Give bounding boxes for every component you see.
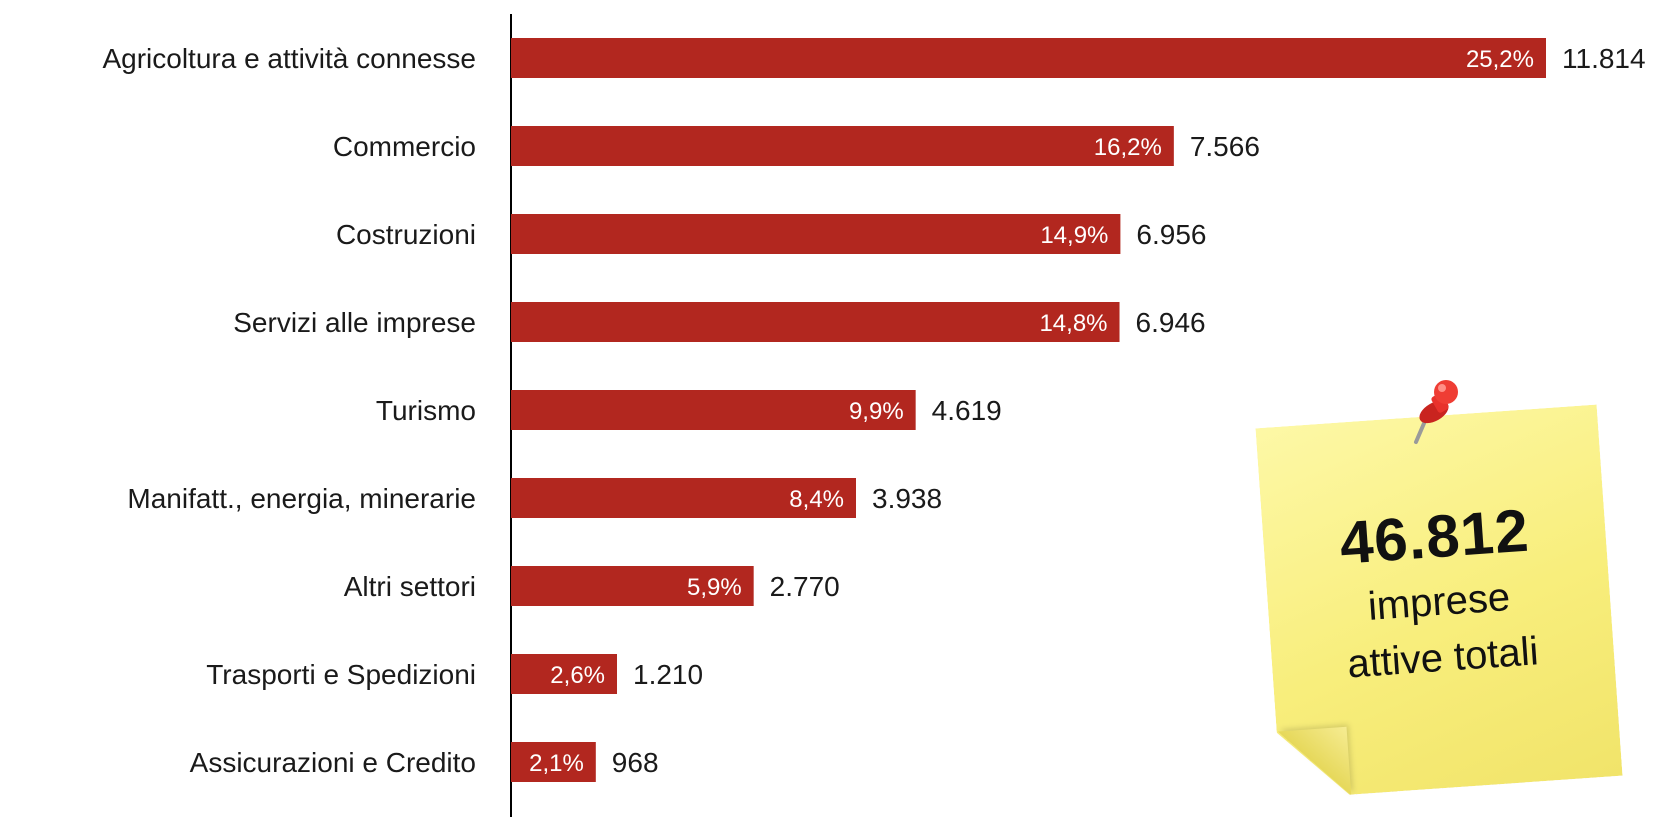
bar <box>511 38 1546 78</box>
bar <box>511 742 596 782</box>
value-label: 2.770 <box>770 571 840 602</box>
value-label: 4.619 <box>932 395 1002 426</box>
pushpin-icon <box>1414 380 1458 444</box>
value-label: 6.946 <box>1136 307 1206 338</box>
category-label: Commercio <box>333 131 476 162</box>
bar <box>511 126 1174 166</box>
value-label: 6.956 <box>1136 219 1206 250</box>
percent-label: 2,6% <box>550 662 605 689</box>
value-label: 1.210 <box>633 659 703 690</box>
percent-label: 9,9% <box>849 398 904 425</box>
category-label: Turismo <box>376 395 476 426</box>
bar <box>511 302 1120 342</box>
bar <box>511 214 1121 254</box>
percent-label: 25,2% <box>1466 46 1534 73</box>
value-label: 3.938 <box>872 483 942 514</box>
bar <box>511 566 754 606</box>
percent-label: 5,9% <box>687 574 742 601</box>
percent-label: 16,2% <box>1094 134 1162 161</box>
percent-label: 8,4% <box>789 486 844 513</box>
bar <box>511 390 916 430</box>
bar <box>511 654 618 694</box>
category-label: Servizi alle imprese <box>233 307 476 338</box>
value-label: 968 <box>612 747 659 778</box>
category-label: Manifatt., energia, minerarie <box>127 483 476 514</box>
value-label: 11.814 <box>1562 43 1646 74</box>
value-label: 7.566 <box>1190 131 1260 162</box>
category-label: Agricoltura e attività connesse <box>102 43 476 74</box>
bar <box>511 478 856 518</box>
category-label: Assicurazioni e Credito <box>190 747 476 778</box>
sticky-note-content: 46.812 imprese attive totali <box>1255 405 1622 800</box>
category-label: Altri settori <box>344 571 476 602</box>
percent-label: 2,1% <box>529 750 584 777</box>
percent-label: 14,8% <box>1039 310 1107 337</box>
category-label: Costruzioni <box>336 219 476 250</box>
category-label: Trasporti e Spedizioni <box>206 659 476 690</box>
percent-label: 14,9% <box>1040 222 1108 249</box>
